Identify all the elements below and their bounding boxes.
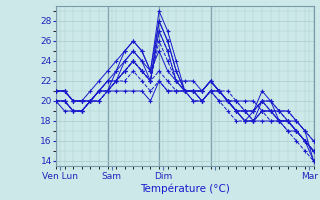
X-axis label: Température (°C): Température (°C)	[140, 183, 230, 194]
